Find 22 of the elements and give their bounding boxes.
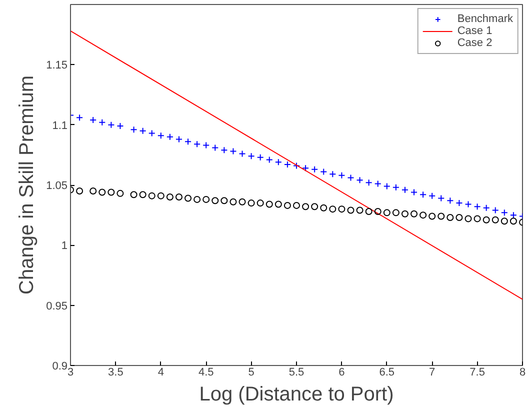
x-tick-label: 7 — [429, 366, 436, 378]
x-tick-label: 8 — [519, 366, 526, 378]
y-axis-title: Change in Skill Premium — [16, 76, 38, 294]
x-tick-label: 6 — [338, 366, 345, 378]
y-tick-label: 1.05 — [46, 180, 68, 192]
x-tick-label: 4.5 — [198, 366, 214, 378]
x-tick-label: 5.5 — [288, 366, 304, 378]
y-tick-label: 0.9 — [52, 360, 68, 372]
y-tick-label: 1 — [61, 240, 68, 252]
legend-label: Case 1 — [457, 25, 492, 37]
x-tick-label: 3 — [67, 366, 74, 378]
x-tick-label: 3.5 — [108, 366, 124, 378]
legend-label: Benchmark — [457, 13, 513, 25]
x-tick-label: 7.5 — [470, 366, 485, 378]
legend-label: Case 2 — [457, 37, 492, 49]
x-axis-title: Log (Distance to Port) — [199, 384, 394, 406]
x-tick-label: 6.5 — [379, 366, 395, 378]
x-tick-label: 5 — [248, 366, 254, 378]
y-tick-label: 1.15 — [46, 60, 68, 72]
y-tick-label: 1.1 — [52, 120, 68, 132]
x-tick-label: 4 — [158, 366, 164, 378]
y-tick-label: 0.95 — [46, 300, 68, 312]
